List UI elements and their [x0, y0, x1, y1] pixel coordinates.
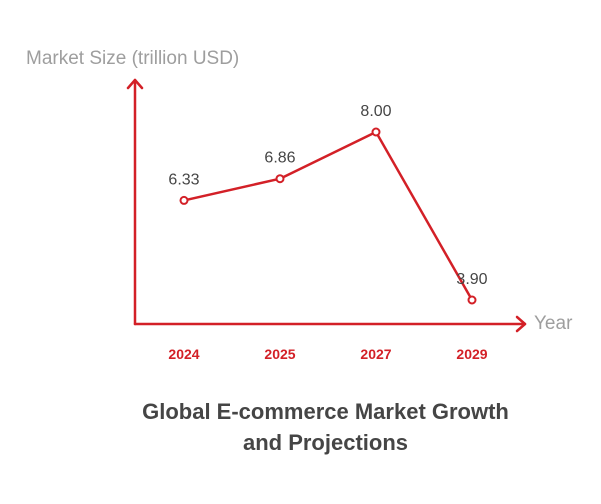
y-axis-title: Market Size (trillion USD) — [26, 48, 240, 69]
series-line-group: 6.33 6.86 8.00 3.90 — [168, 103, 488, 305]
chart-title-line-2: and Projections — [242, 430, 409, 455]
series-line — [182, 130, 474, 302]
chart-title-line-1: Global E-commerce Market Growth — [142, 399, 509, 424]
data-label-2025: 6.86 — [264, 150, 295, 167]
data-point-2027 — [371, 127, 381, 137]
data-point-2025 — [275, 174, 285, 184]
data-point-2029 — [467, 295, 477, 305]
y-axis-arrow-icon — [126, 78, 144, 90]
data-label-2024: 6.33 — [168, 171, 199, 188]
x-axis-title: Year — [534, 313, 573, 334]
x-tick-label-2027: 2027 — [360, 346, 391, 362]
data-label-2027: 8.00 — [360, 103, 391, 120]
x-axis-arrow-icon — [515, 315, 527, 333]
axes — [126, 78, 527, 333]
data-label-2029: 3.90 — [456, 271, 487, 288]
x-tick-label-2025: 2025 — [264, 346, 295, 362]
data-point-2024 — [179, 195, 189, 205]
x-tick-labels: 2024 2025 2027 2029 — [168, 346, 487, 362]
x-tick-label-2029: 2029 — [456, 346, 487, 362]
x-tick-label-2024: 2024 — [168, 346, 199, 362]
chart-title: Global E-commerce Market Growth and Proj… — [0, 396, 601, 458]
